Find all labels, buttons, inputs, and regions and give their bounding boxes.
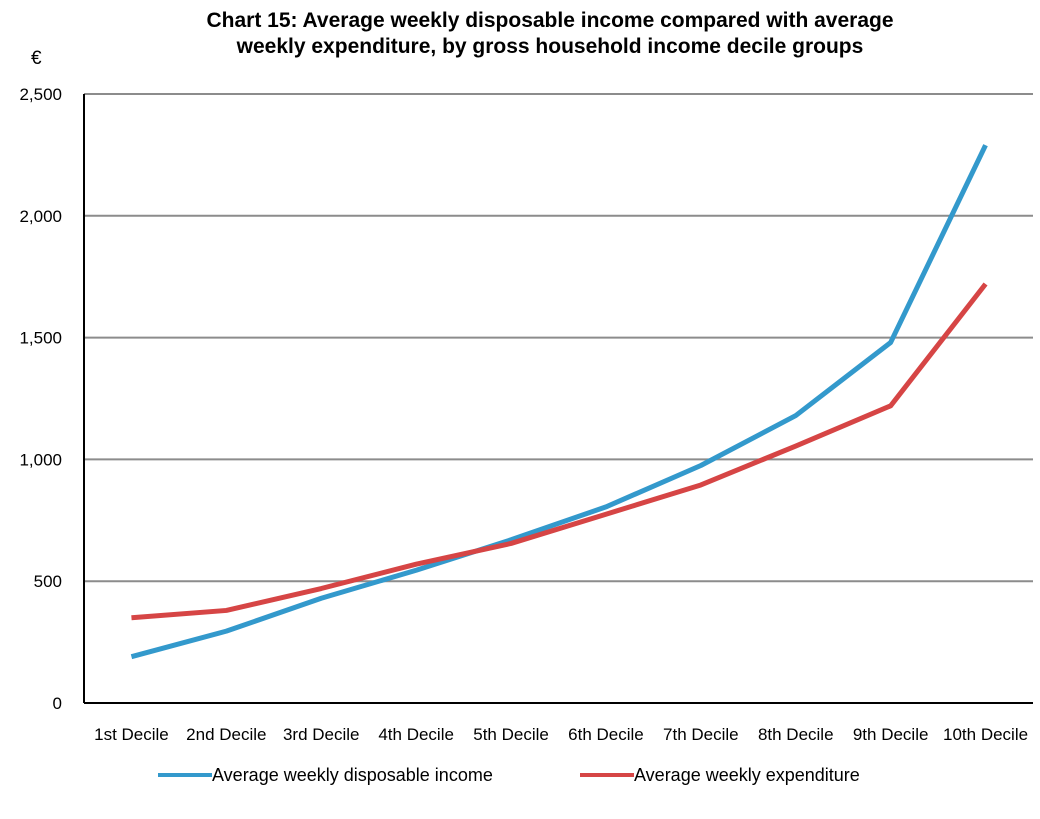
y-axis-unit-label: € — [31, 48, 42, 69]
y-tick-label: 0 — [53, 694, 62, 713]
x-tick-label: 10th Decile — [943, 725, 1028, 744]
x-tick-label: 4th Decile — [378, 725, 454, 744]
y-tick-label: 2,500 — [19, 85, 62, 104]
x-tick-label: 7th Decile — [663, 725, 739, 744]
y-tick-label: 1,500 — [19, 329, 62, 348]
x-tick-label: 8th Decile — [758, 725, 834, 744]
x-tick-label: 1st Decile — [94, 725, 169, 744]
y-tick-label: 1,000 — [19, 450, 62, 469]
x-tick-label: 9th Decile — [853, 725, 929, 744]
legend-label-1: Average weekly disposable income — [212, 765, 493, 785]
series-line-1 — [130, 144, 988, 660]
y-tick-label: 500 — [34, 572, 62, 591]
chart-title-line-1: Chart 15: Average weekly disposable inco… — [206, 9, 894, 32]
series-line-2 — [131, 282, 988, 621]
x-tick-label: 2nd Decile — [186, 725, 266, 744]
y-tick-label: 2,000 — [19, 207, 62, 226]
chart-title-line-2: weekly expenditure, by gross household i… — [236, 35, 864, 58]
x-tick-label: 6th Decile — [568, 725, 644, 744]
legend-label-2: Average weekly expenditure — [634, 765, 860, 785]
chart-title: Chart 15: Average weekly disposable inco… — [60, 8, 1040, 60]
x-tick-label: 5th Decile — [473, 725, 549, 744]
x-tick-label: 3rd Decile — [283, 725, 360, 744]
